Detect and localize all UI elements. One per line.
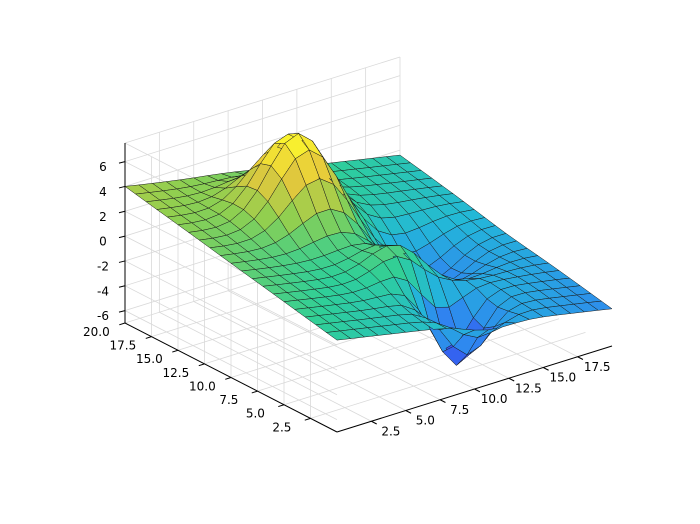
z-tick-6-tick [118,161,126,164]
floor-grid-y [283,318,560,406]
y-tick-6-label: 17.5 [110,339,137,353]
y-tick-0-tick [304,417,311,421]
surface-facet [587,300,613,311]
back-grid-z [124,75,401,163]
z-tick-5-label: 4 [99,185,107,199]
x-tick-1-tick [405,410,412,414]
surface-plot [124,133,613,366]
x-tick-4-label: 12.5 [515,381,542,395]
y-tick-4-label: 12.5 [163,366,190,380]
z-tick-1-tick [118,285,126,288]
y-tick-0-label: 2.5 [272,420,291,434]
axis-lines [118,143,613,433]
x-tick-0-tick [371,420,377,425]
z-tick-1-label: -4 [97,284,109,298]
z-tick-2-tick [118,260,126,263]
z-tick-2-label: -2 [97,259,109,273]
z-tick-5-tick [118,185,126,189]
x-tick-0-label: 2.5 [381,424,400,438]
x-tick-2-label: 7.5 [450,403,469,417]
left-grid-z [124,260,338,371]
z-tick-4-label: 2 [99,210,107,224]
x-tick-6-tick [577,356,584,360]
z-tick-0-label: -6 [97,309,109,323]
z-tick-3-tick [118,235,126,239]
y-tick-5-label: 15.0 [136,352,163,366]
left-grid-z [124,235,338,346]
tick-labels: 2.55.07.510.012.515.017.52.55.07.510.012… [83,160,611,438]
left-grid-z [124,310,338,420]
y-tick-4-tick [198,363,205,367]
x-tick-3-tick [474,388,481,393]
y-tick-6-tick [145,336,152,339]
y-tick-1-tick [278,404,285,408]
y-tick-3-tick [225,377,232,380]
y-tick-3-label: 10.0 [189,380,216,394]
y-tick-2-label: 7.5 [219,393,238,407]
x-tick-2-tick [439,399,446,403]
y-tick-2-tick [251,390,258,394]
x-tick-6-label: 17.5 [584,360,611,374]
x-tick-5-tick [543,367,549,371]
y-tick-1-label: 5.0 [246,407,265,421]
back-grid-z [124,100,401,187]
z-tick-0-tick [118,310,126,313]
y-tick-7-label: 20.0 [83,325,110,339]
x-tick-5-label: 15.0 [549,371,576,385]
y-tick-5-tick [172,349,179,353]
left-grid-z [124,285,338,396]
x-tick-4-tick [508,377,515,382]
z-tick-4-tick [118,210,126,214]
x-tick-1-label: 5.0 [416,414,435,428]
z-tick-6-label: 6 [99,160,107,174]
floor-grid-y [310,331,586,419]
pane-top-back [124,56,401,144]
x-tick-3-label: 10.0 [481,392,508,406]
z-tick-3-label: 0 [99,235,107,249]
y-tick-7-tick [119,322,126,326]
